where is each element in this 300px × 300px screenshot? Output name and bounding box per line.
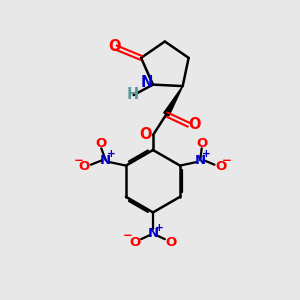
Text: H: H <box>127 87 139 102</box>
Text: N: N <box>147 227 158 240</box>
Text: +: + <box>202 149 211 159</box>
Text: +: + <box>107 149 116 159</box>
Polygon shape <box>164 86 183 116</box>
Text: −: − <box>123 229 133 242</box>
Text: O: O <box>79 160 90 173</box>
Text: N: N <box>140 75 153 90</box>
Text: −: − <box>222 154 232 167</box>
Text: O: O <box>139 127 152 142</box>
Text: N: N <box>100 154 111 167</box>
Text: O: O <box>196 137 207 150</box>
Text: O: O <box>108 39 121 54</box>
Text: O: O <box>215 160 226 173</box>
Text: O: O <box>129 236 140 249</box>
Text: O: O <box>166 236 177 249</box>
Text: N: N <box>195 154 206 167</box>
Text: O: O <box>96 137 107 150</box>
Text: +: + <box>154 223 163 233</box>
Text: −: − <box>74 154 83 167</box>
Text: O: O <box>188 117 201 132</box>
